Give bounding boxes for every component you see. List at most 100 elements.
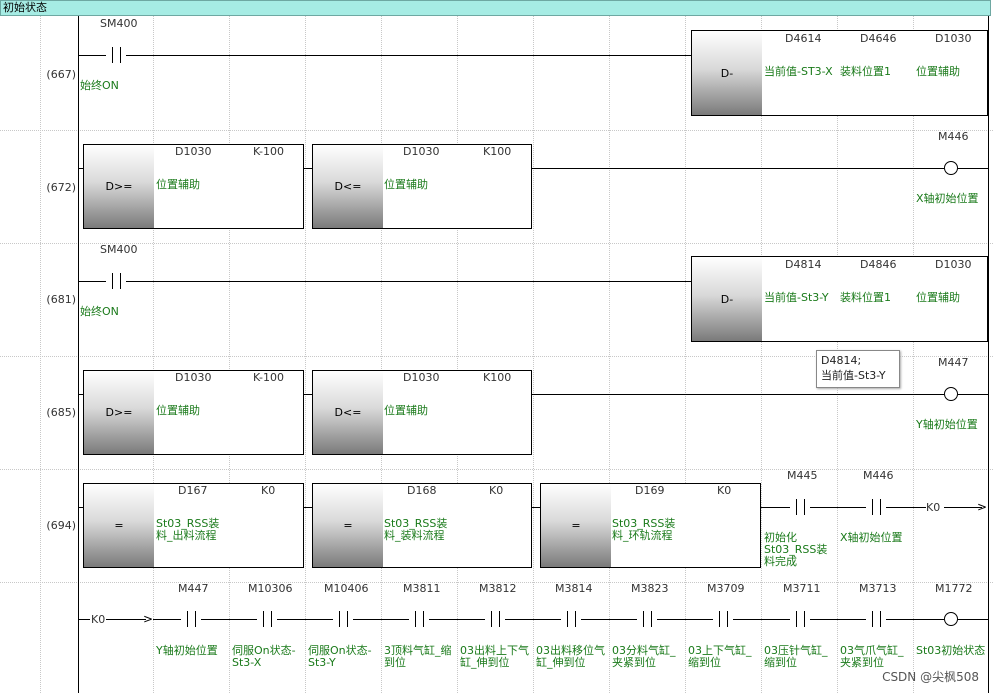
normally-open-contact[interactable] <box>333 611 353 627</box>
operand-device: D169 <box>635 484 665 497</box>
rung-separator <box>0 469 993 470</box>
compare-block-dge[interactable]: D>= <box>83 144 304 229</box>
function-block-dsub[interactable]: D- <box>691 256 988 342</box>
normally-open-contact[interactable] <box>181 611 201 627</box>
normally-open-contact[interactable] <box>790 499 810 515</box>
coil-comment: Y轴初始位置 <box>916 418 978 431</box>
operand-comment: 位置辅助 <box>156 404 200 417</box>
output-coil[interactable] <box>944 387 958 401</box>
compare-block-eq[interactable]: = <box>83 483 304 568</box>
compare-block-eq[interactable]: = <box>312 483 532 568</box>
normally-open-contact[interactable] <box>561 611 581 627</box>
wire <box>304 507 312 508</box>
contact-comment: Y轴初始位置 <box>156 644 218 657</box>
operand-comment: 装料位置1 <box>840 291 891 304</box>
operand-device: D1030 <box>175 145 212 158</box>
contact-device: M3823 <box>631 582 669 595</box>
contact-comment: 03分料气缸_夹紧到位 <box>612 644 676 669</box>
function-op: D- <box>692 257 762 341</box>
wire <box>944 507 982 508</box>
operand-device: K0 <box>489 484 504 497</box>
contact-comment: 伺服On状态-St3-Y <box>308 644 372 669</box>
normally-open-contact[interactable] <box>637 611 657 627</box>
output-coil[interactable] <box>944 612 958 626</box>
normally-open-contact[interactable] <box>866 499 886 515</box>
operand-device: D4814 <box>785 258 822 271</box>
rung-separator <box>0 243 993 244</box>
operand-comment: 位置辅助 <box>384 178 428 191</box>
compare-block-dle[interactable]: D<= <box>312 370 532 455</box>
operand-comment: St03_RSS装料_环轨流程 <box>612 517 676 542</box>
operand-device: D167 <box>178 484 208 497</box>
contact-device: M446 <box>863 469 894 482</box>
normally-open-contact[interactable] <box>409 611 429 627</box>
coil-device: M446 <box>938 130 969 143</box>
contact-comment: 始终ON <box>80 79 119 92</box>
function-op: D<= <box>313 145 383 228</box>
normally-open-contact[interactable] <box>257 611 277 627</box>
function-block-dsub[interactable]: D- <box>691 30 988 116</box>
jump-arrow-icon: > <box>143 612 154 626</box>
function-op: D<= <box>313 371 383 454</box>
normally-open-contact[interactable] <box>866 611 886 627</box>
wire <box>886 507 926 508</box>
output-coil[interactable] <box>944 161 958 175</box>
operand-device: K0 <box>717 484 732 497</box>
normally-open-contact[interactable] <box>713 611 733 627</box>
contact-device: M447 <box>178 582 209 595</box>
contact-comment: X轴初始位置 <box>840 531 903 544</box>
normally-open-contact[interactable] <box>485 611 505 627</box>
operand-comment: 位置辅助 <box>156 178 200 191</box>
contact-comment: 03出料移位气缸_伸到位 <box>536 644 605 669</box>
jump-label: K0 <box>91 613 106 626</box>
function-op: D- <box>692 31 762 115</box>
watermark: CSDN @尖枫508 <box>882 670 979 684</box>
contact-device: M3711 <box>783 582 821 595</box>
step-number: (681) <box>46 293 76 306</box>
compare-block-dge[interactable]: D>= <box>83 370 304 455</box>
contact-device: M3811 <box>403 582 441 595</box>
ladder-title-bar: 初始状态 <box>0 0 991 16</box>
operand-device: D4614 <box>785 32 822 45</box>
operand-comment: 当前值-ST3-X <box>764 65 833 78</box>
normally-open-contact[interactable] <box>106 273 126 289</box>
wire <box>79 394 83 395</box>
coil-device: M1772 <box>935 582 973 595</box>
contact-comment: 03上下气缸_缩到位 <box>688 644 752 669</box>
contact-device: SM400 <box>100 17 138 30</box>
rung-separator <box>0 356 993 357</box>
coil-comment: St03初始状态 <box>916 644 986 657</box>
wire <box>958 168 988 169</box>
operand-comment: 装料位置1 <box>840 65 891 78</box>
operand-device: K0 <box>261 484 276 497</box>
compare-block-eq[interactable]: = <box>540 483 761 568</box>
contact-device: M445 <box>787 469 818 482</box>
operand-device: K100 <box>483 371 512 384</box>
operand-device: D1030 <box>403 145 440 158</box>
contact-device: M3709 <box>707 582 745 595</box>
operand-device: K-100 <box>253 371 285 384</box>
operand-comment: 当前值-St3-Y <box>764 291 829 304</box>
wire <box>761 507 790 508</box>
normally-open-contact[interactable] <box>790 611 810 627</box>
tooltip-line: D4814; <box>821 354 862 367</box>
rung-separator <box>0 130 993 131</box>
left-power-rail <box>78 16 79 693</box>
contact-comment: 03出料上下气缸_伸到位 <box>460 644 529 669</box>
grid-line <box>229 16 230 693</box>
grid-line <box>305 16 306 693</box>
contact-device: M10306 <box>248 582 293 595</box>
contact-comment: 初始化St03_RSS装料完成 <box>764 531 828 568</box>
normally-open-contact[interactable] <box>106 47 126 63</box>
jump-label: K0 <box>926 501 941 514</box>
device-tooltip: D4814; 当前值-St3-Y <box>816 350 900 388</box>
contact-device: M3812 <box>479 582 517 595</box>
grid-line <box>685 16 686 693</box>
compare-block-dle[interactable]: D<= <box>312 144 532 229</box>
operand-comment: 位置辅助 <box>384 404 428 417</box>
operand-device: D4646 <box>860 32 897 45</box>
right-power-rail <box>988 16 989 693</box>
contact-device: M3713 <box>859 582 897 595</box>
step-number: (667) <box>46 68 76 81</box>
operand-device: K100 <box>483 145 512 158</box>
